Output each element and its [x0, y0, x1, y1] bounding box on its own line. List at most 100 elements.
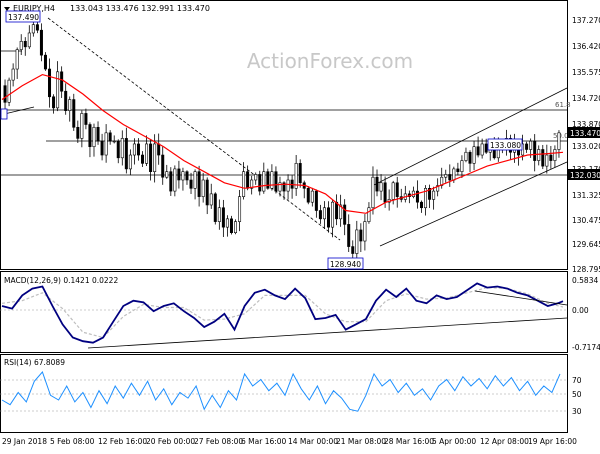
current-price-label: 133.470	[570, 129, 600, 138]
candle-body	[161, 154, 165, 178]
macd-falling-trendline[interactable]	[474, 290, 568, 306]
candle-body	[19, 40, 23, 50]
candle-body	[84, 113, 88, 125]
candle-body	[484, 143, 488, 153]
candle-body	[294, 163, 298, 189]
candle-body	[549, 154, 553, 161]
candle-body	[72, 99, 76, 128]
candle-body	[141, 154, 145, 164]
candle-body	[60, 71, 64, 92]
falling-trendline[interactable]	[47, 17, 341, 241]
candle-body	[460, 160, 464, 172]
channel-upper-line[interactable]	[371, 87, 568, 187]
macd-rising-trendline[interactable]	[87, 317, 568, 349]
candle-body	[7, 79, 11, 103]
candle-body	[306, 188, 310, 203]
x-tick-label: 5 Apr 00:00	[432, 437, 476, 446]
macd-signal-line	[1, 286, 564, 339]
candle-body	[270, 171, 274, 189]
x-tick-label: 14 Mar 00:00	[288, 437, 338, 446]
candle-body	[262, 171, 266, 192]
candle-body	[96, 126, 100, 142]
dropdown-triangle-icon[interactable]	[4, 7, 10, 11]
candle-body	[347, 224, 351, 247]
price-tick-label: 133.020	[572, 142, 600, 151]
candle-body	[92, 126, 96, 148]
price-tick-label: 129.645	[572, 240, 600, 249]
candle-body	[189, 179, 193, 189]
candle-body	[363, 221, 367, 242]
candle-body	[326, 207, 330, 228]
candle-body	[136, 143, 140, 156]
candle-body	[533, 140, 537, 161]
candle-body	[132, 143, 136, 156]
candle-body	[415, 190, 419, 203]
x-tick-label: 19 Apr 16:00	[528, 437, 577, 446]
candle-body	[424, 188, 428, 209]
candle-body	[181, 171, 185, 181]
candle-body	[31, 24, 35, 34]
ohlc-readout: 133.043 133.476 132.991 133.470	[70, 4, 210, 13]
x-tick-label: 28 Mar 16:00	[384, 437, 434, 446]
candle-body	[43, 54, 47, 70]
candle-body	[335, 201, 339, 220]
candle-body	[274, 171, 278, 192]
candle-body	[76, 126, 80, 139]
candle-body	[169, 171, 173, 192]
candle-body	[193, 171, 197, 189]
candle-body	[258, 174, 262, 192]
candle-body	[153, 143, 157, 172]
recent-high-box	[487, 138, 523, 151]
price-panel-frame	[0, 0, 568, 270]
candle-body	[88, 124, 92, 148]
candle-body	[472, 146, 476, 164]
fib-label: 50.0	[553, 132, 569, 140]
candle-body	[367, 207, 371, 222]
x-tick-label: 12 Apr 08:00	[480, 437, 529, 446]
candle-body	[322, 207, 326, 220]
candle-body	[23, 40, 27, 48]
candle-body	[35, 24, 39, 31]
candle-body	[217, 207, 221, 222]
watermark: ActionForex.com	[247, 49, 413, 73]
candle-body	[383, 182, 387, 203]
candle-body	[48, 68, 52, 98]
candle-body	[145, 143, 149, 164]
candle-body	[282, 182, 286, 192]
price-y-axis: 137.270 136.420 135.575 134.720 133.870 …	[572, 16, 600, 274]
swing-low-label: 128.940	[330, 260, 361, 269]
candle-body	[15, 49, 19, 70]
candle-body	[286, 179, 290, 192]
candle-body	[436, 185, 440, 192]
candle-body	[318, 210, 322, 220]
candle-body	[448, 174, 452, 181]
rsi-line	[1, 371, 561, 412]
candle-body	[229, 218, 233, 234]
candle-body	[197, 171, 201, 197]
x-tick-label: 20 Feb 00:00	[146, 437, 195, 446]
price-tick-label: 131.325	[572, 191, 600, 200]
ema-line	[1, 73, 564, 214]
candle-body	[266, 171, 270, 189]
candle-body	[480, 143, 484, 156]
price-tick-label: 137.270	[572, 16, 600, 25]
candle-body	[557, 132, 561, 150]
candle-body	[225, 218, 229, 228]
support-price-label: 132.030	[570, 171, 600, 180]
macd-tick-label: 0.5834	[572, 276, 598, 285]
candle-body	[298, 163, 302, 184]
candle-body	[537, 149, 541, 161]
candle-body	[11, 68, 15, 81]
candle-body	[456, 168, 460, 172]
candle-body	[250, 179, 254, 189]
candle-body	[100, 140, 104, 156]
candle-body	[221, 207, 225, 228]
channel-lower-line[interactable]	[379, 161, 568, 247]
rsi-tick-label: 50	[572, 390, 582, 399]
price-tick-label: 136.420	[572, 42, 600, 51]
swing-high-box	[5, 10, 41, 23]
candle-body	[39, 29, 43, 56]
candle-body	[444, 174, 448, 178]
candle-body	[331, 201, 335, 228]
candle-body	[173, 168, 177, 192]
